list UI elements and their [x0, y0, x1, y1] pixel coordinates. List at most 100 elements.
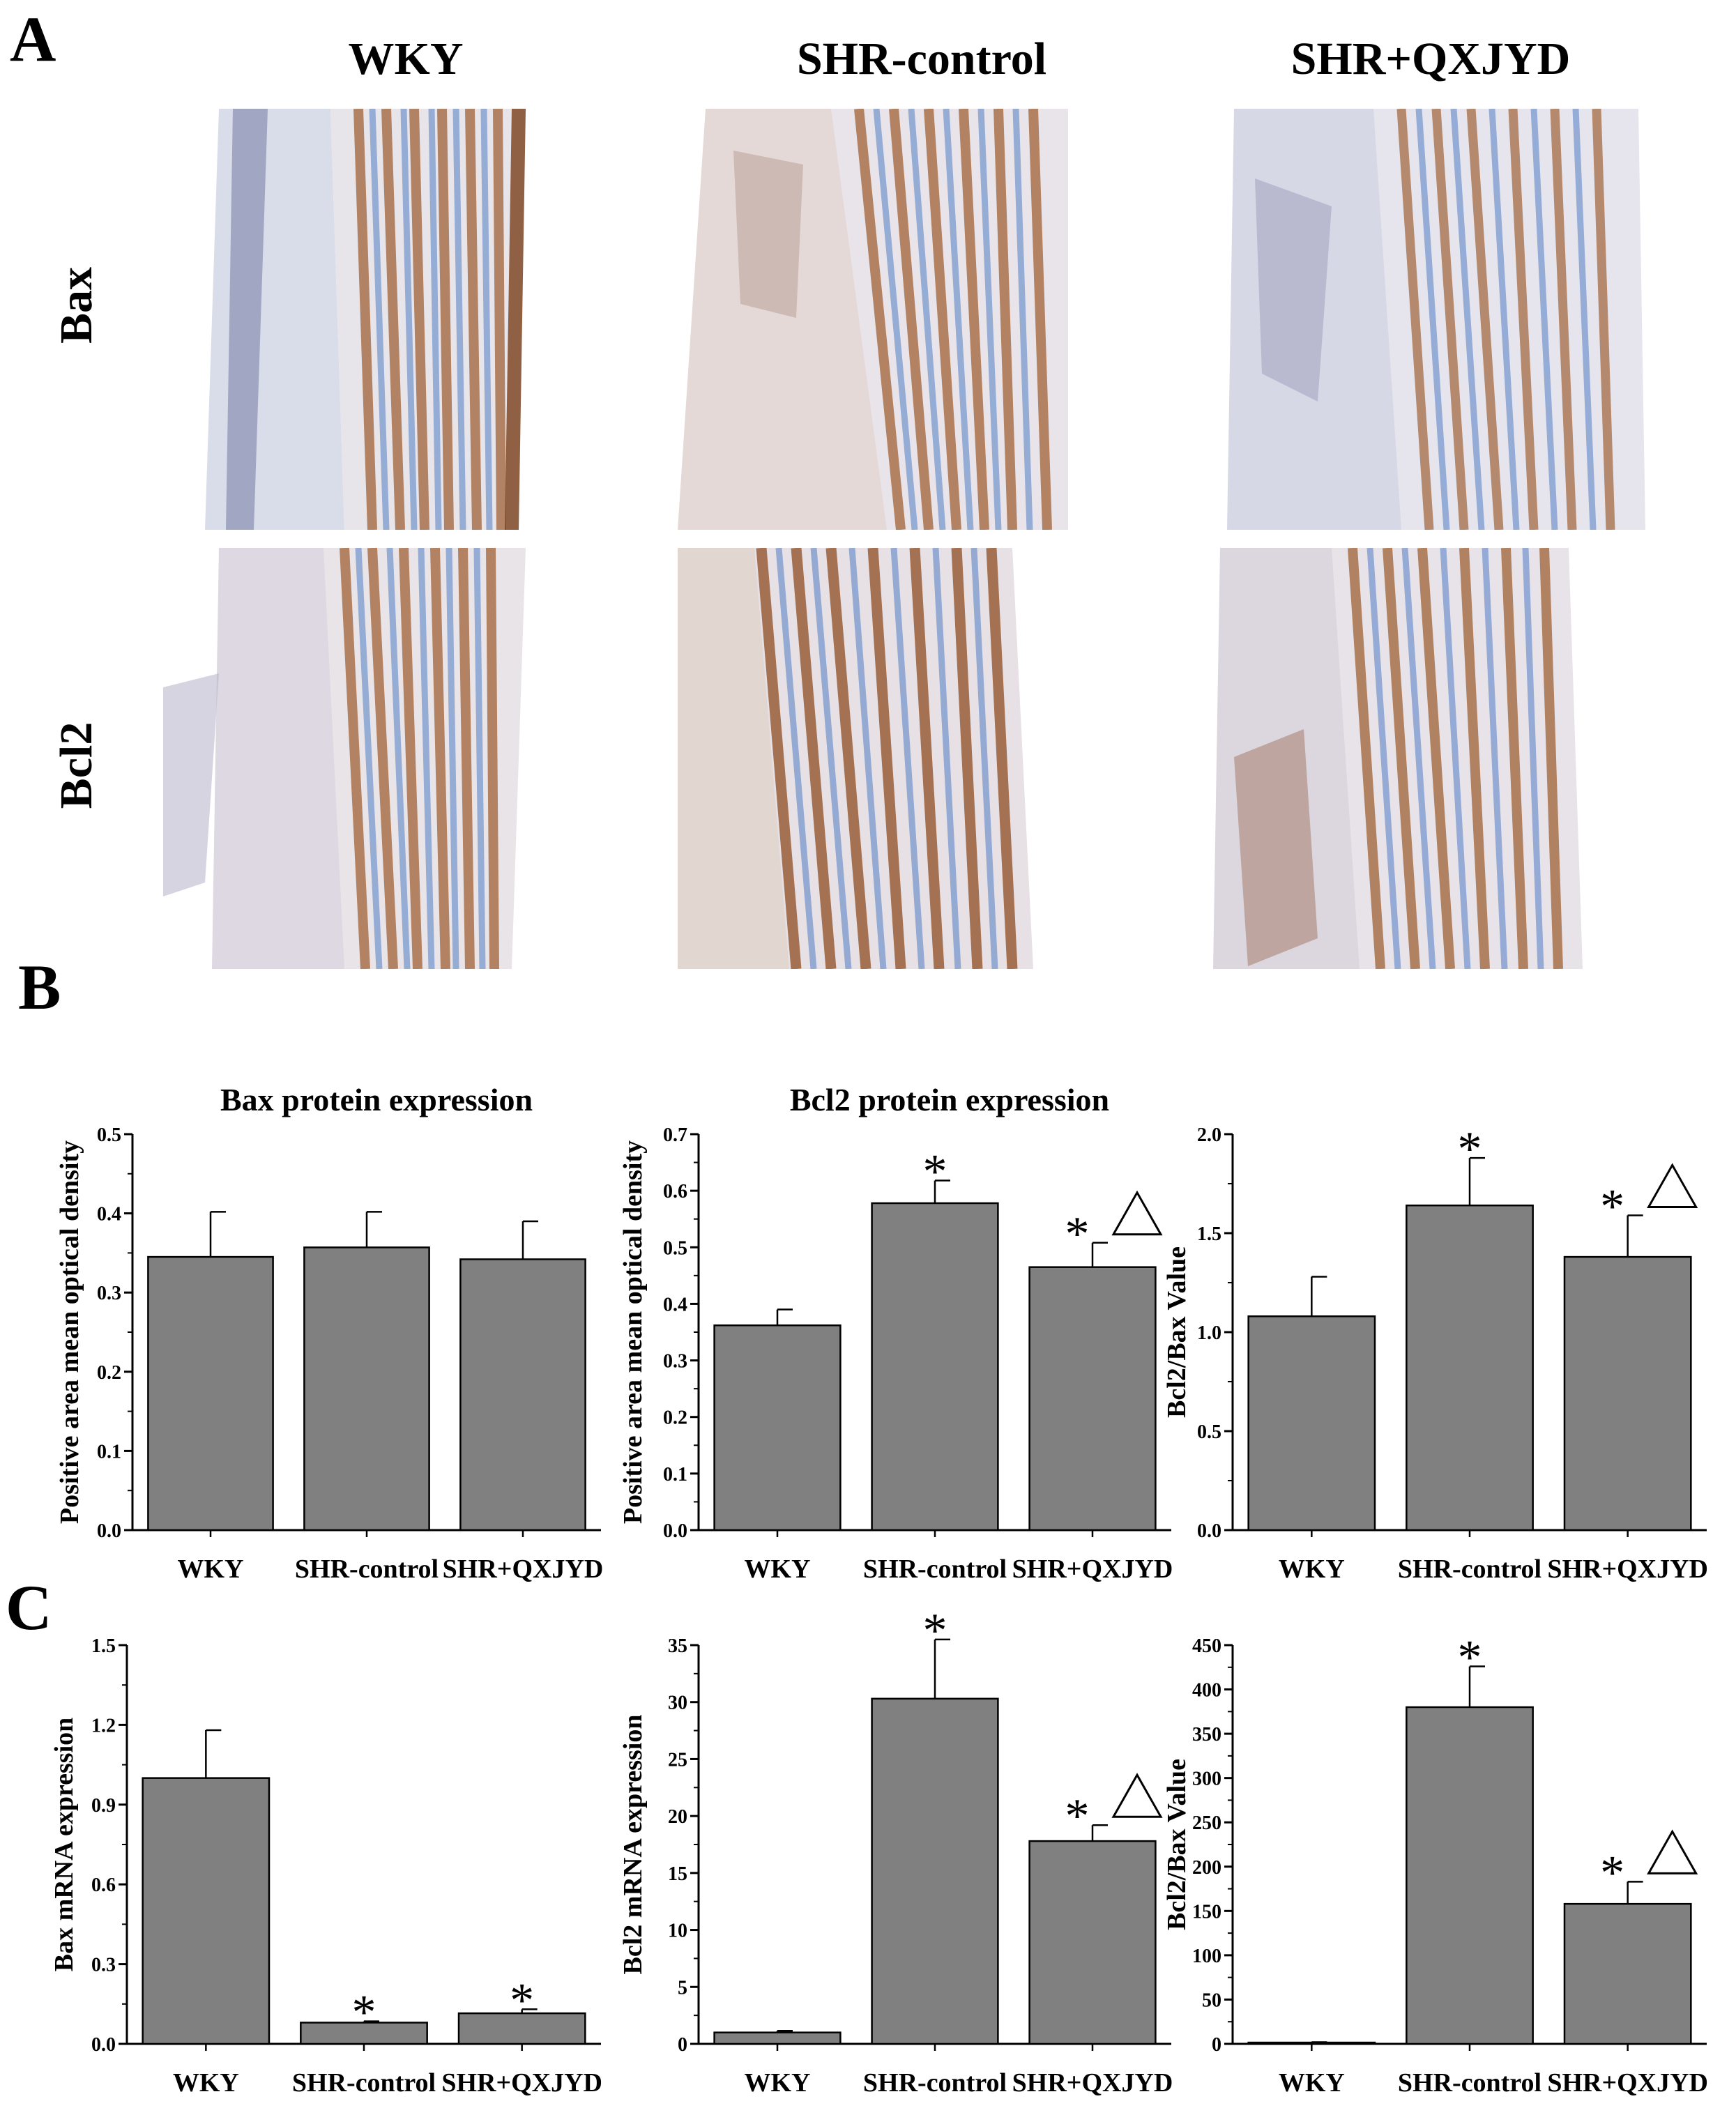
significance-asterisk: *	[510, 1973, 534, 2027]
bar	[1247, 2041, 1376, 2045]
x-tick-label: SHR+QXJYD	[1012, 1555, 1173, 1584]
column-header-wky: WKY	[348, 33, 464, 84]
x-tick-label: SHR+QXJYD	[1547, 2068, 1708, 2098]
y-tick-label: 0.1	[97, 1441, 121, 1462]
bar	[1406, 1204, 1534, 1532]
x-tick-label: SHR+QXJYD	[441, 2068, 602, 2098]
y-tick-label: 0.2	[97, 1362, 121, 1384]
significance-asterisk: *	[352, 1986, 376, 2040]
micrograph-bcl2-shr-control	[678, 548, 1173, 969]
y-tick-label: 0.6	[663, 1181, 687, 1202]
x-tick-label: SHR-control	[863, 1555, 1007, 1584]
significance-triangle	[1647, 1163, 1698, 1208]
significance-asterisk: *	[1458, 1122, 1482, 1176]
significance-triangle	[1111, 1190, 1163, 1236]
y-tick-label: 200	[1192, 1857, 1221, 1879]
y-tick-label: 15	[668, 1863, 687, 1885]
y-tick-label: 0.1	[663, 1464, 687, 1485]
micrograph-bax-shr-qxjyd	[1192, 109, 1687, 530]
micrograph-bax-shr-control	[678, 109, 1173, 530]
panel-label-a: A	[10, 3, 56, 75]
bar	[1563, 1902, 1692, 2045]
y-tick-label: 50	[1202, 1989, 1221, 2011]
significance-asterisk: *	[1065, 1207, 1090, 1261]
y-tick-label: 0.0	[97, 1520, 121, 1542]
y-tick-label: 20	[668, 1806, 687, 1828]
bar	[871, 1202, 999, 1532]
y-tick-label: 2.0	[1197, 1124, 1221, 1146]
y-tick-label: 5	[678, 1977, 687, 1999]
x-tick-label: SHR+QXJYD	[443, 1555, 604, 1584]
y-tick-label: 400	[1192, 1680, 1221, 1702]
y-tick-label: 0.6	[91, 1874, 116, 1896]
y-tick-label: 100	[1192, 1946, 1221, 1967]
y-axis-label: Bcl2/Bax Value	[1162, 1759, 1191, 1930]
y-tick-label: 0.4	[663, 1294, 687, 1315]
x-tick-label: SHR-control	[292, 2068, 436, 2098]
panel-label-c: C	[6, 1572, 52, 1643]
y-tick-label: 25	[668, 1749, 687, 1771]
bar	[1406, 1706, 1534, 2045]
bar	[147, 1255, 274, 1532]
bar	[303, 1246, 430, 1532]
y-axis-label: Bax mRNA expression	[50, 1718, 79, 1972]
y-tick-label: 0.5	[663, 1237, 687, 1259]
x-tick-label: WKY	[1279, 2068, 1345, 2098]
significance-asterisk: *	[923, 1145, 947, 1199]
y-tick-label: 0.0	[663, 1520, 687, 1542]
x-tick-label: WKY	[745, 1555, 811, 1584]
bar	[1028, 1266, 1157, 1532]
y-tick-label: 150	[1192, 1901, 1221, 1923]
x-tick-label: SHR-control	[1398, 2068, 1541, 2098]
x-tick-label: SHR+QXJYD	[1547, 1555, 1708, 1584]
x-tick-label: SHR-control	[295, 1555, 439, 1584]
y-tick-label: 0.3	[97, 1283, 121, 1304]
significance-asterisk: *	[1600, 1179, 1624, 1233]
y-tick-label: 1.5	[91, 1635, 116, 1657]
bar	[713, 2031, 842, 2045]
chart-title: Bcl2 protein expression	[790, 1082, 1109, 1117]
significance-asterisk: *	[923, 1604, 947, 1658]
bar	[459, 1258, 586, 1532]
y-tick-label: 0.3	[91, 1955, 116, 1976]
y-tick-label: 0.3	[663, 1351, 687, 1373]
y-tick-label: 0.0	[91, 2034, 116, 2056]
y-tick-label: 300	[1192, 1769, 1221, 1790]
micrograph-bcl2-wky	[163, 548, 658, 969]
y-tick-label: 1.0	[1197, 1322, 1221, 1344]
significance-asterisk: *	[1065, 1789, 1090, 1843]
y-axis-label: Bcl2 mRNA expression	[618, 1715, 648, 1975]
x-tick-label: WKY	[1279, 1555, 1345, 1584]
y-axis-label: Positive area mean optical density	[55, 1140, 84, 1524]
y-tick-label: 1.5	[1197, 1223, 1221, 1245]
y-tick-label: 30	[668, 1693, 687, 1714]
y-tick-label: 250	[1192, 1812, 1221, 1834]
chart-title: Bax protein expression	[220, 1082, 533, 1117]
x-tick-label: WKY	[745, 2068, 811, 2098]
y-tick-label: 0	[678, 2034, 687, 2056]
y-tick-label: 0.9	[91, 1795, 116, 1817]
y-tick-label: 350	[1192, 1724, 1221, 1746]
micrograph-bax-wky	[163, 109, 658, 530]
x-tick-label: SHR+QXJYD	[1012, 2068, 1173, 2098]
significance-triangle	[1111, 1773, 1163, 1818]
x-tick-label: SHR-control	[1398, 1555, 1541, 1584]
x-tick-label: WKY	[178, 1555, 244, 1584]
significance-triangle	[1647, 1829, 1698, 1874]
micrograph-bcl2-shr-qxjyd	[1192, 548, 1687, 969]
y-axis-label: Bcl2/Bax Value	[1162, 1246, 1191, 1418]
significance-asterisk: *	[1458, 1631, 1482, 1685]
panel-label-b: B	[18, 952, 61, 1023]
y-tick-label: 35	[668, 1635, 687, 1657]
column-header-shr-qxjyd: SHR+QXJYD	[1290, 33, 1571, 84]
bar	[871, 1697, 999, 2045]
y-tick-label: 0.7	[663, 1124, 687, 1146]
bar	[1247, 1315, 1376, 1532]
y-tick-label: 10	[668, 1920, 687, 1942]
y-tick-label: 450	[1192, 1635, 1221, 1657]
bar	[1028, 1840, 1157, 2045]
bar	[1563, 1255, 1692, 1532]
y-tick-label: 0.5	[1197, 1421, 1221, 1443]
bar	[142, 1777, 271, 2045]
